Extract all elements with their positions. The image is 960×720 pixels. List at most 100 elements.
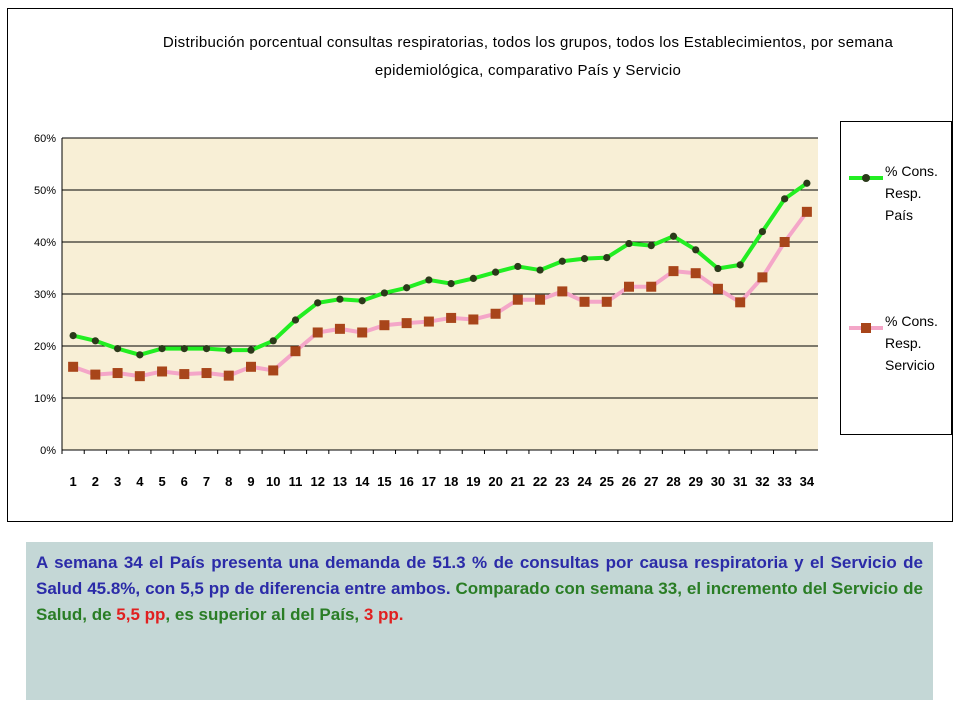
data-point-servicio [379, 320, 390, 331]
data-point-servicio [246, 361, 256, 372]
data-point-pais [469, 274, 477, 282]
data-point-servicio [801, 206, 812, 217]
x-tick-label: 9 [247, 474, 254, 489]
x-tick-label: 8 [225, 474, 232, 489]
series-line-servicio [72, 210, 809, 379]
x-tick-label: 13 [333, 474, 347, 489]
x-tick-label: 24 [577, 474, 592, 489]
data-point-pais [491, 268, 500, 276]
y-tick-label: 30% [34, 289, 56, 301]
data-point-servicio [557, 286, 568, 297]
x-tick-label: 5 [158, 474, 165, 489]
summary-value-servicio: 5,5 pp [116, 605, 166, 624]
data-point-servicio [735, 297, 746, 308]
data-point-pais [247, 346, 255, 354]
legend-label-pais-line-1: % Cons. [885, 163, 938, 179]
data-point-servicio [490, 308, 501, 319]
y-tick-label: 50% [34, 185, 56, 197]
y-tick-label: 20% [34, 341, 56, 353]
legend-marker-pais [849, 174, 883, 182]
data-point-pais [669, 232, 678, 240]
data-point-pais [403, 284, 411, 292]
x-tick-label: 26 [622, 474, 636, 489]
x-tick-label: 23 [555, 474, 569, 489]
data-point-servicio [68, 361, 79, 372]
data-point-pais [336, 295, 344, 303]
data-point-servicio [712, 283, 723, 294]
series-line-pais [72, 181, 809, 357]
x-tick-label: 33 [777, 474, 791, 489]
y-tick-label: 0% [40, 445, 56, 457]
data-point-pais [380, 289, 389, 297]
data-point-servicio [624, 281, 634, 292]
x-tick-label: 28 [666, 474, 680, 489]
data-point-pais [314, 299, 322, 307]
legend-label-servicio: % Cons. Resp. Servicio [885, 310, 951, 376]
x-tick-label: 1 [70, 474, 77, 489]
data-point-servicio [312, 327, 323, 338]
chart-legend: % Cons. Resp. País % Cons. Resp. Servici… [840, 121, 952, 435]
data-point-pais [603, 254, 611, 262]
x-tick-label: 12 [310, 474, 324, 489]
data-point-servicio [179, 369, 190, 380]
x-tick-label: 22 [533, 474, 547, 489]
data-point-servicio [601, 296, 612, 307]
data-point-servicio [668, 266, 679, 277]
data-point-servicio [334, 323, 345, 334]
legend-label-pais-line-2: Resp. País [885, 185, 922, 223]
data-point-pais [425, 276, 433, 284]
x-tick-label: 21 [511, 474, 525, 489]
legend-label-servicio-line-1: % Cons. [885, 313, 938, 329]
y-tick-label: 10% [34, 393, 56, 405]
data-point-pais [736, 261, 744, 269]
chart-title: Distribución porcentual consultas respir… [118, 29, 938, 85]
data-point-servicio [201, 368, 212, 379]
data-point-pais [781, 195, 789, 203]
x-tick-label: 4 [136, 474, 144, 489]
data-point-pais [113, 345, 122, 353]
x-tick-label: 11 [289, 474, 303, 489]
x-tick-label: 32 [755, 474, 769, 489]
data-point-pais [625, 239, 633, 248]
x-tick-label: 10 [266, 474, 280, 489]
x-tick-label: 27 [644, 474, 658, 489]
summary-sentence-1: A semana 34 el País presenta una demanda… [36, 553, 923, 598]
x-tick-label: 34 [800, 474, 815, 489]
data-point-servicio [535, 294, 546, 305]
line-chart: 0%10%20%30%40%50%60%1 2 3 4 5 6 7 8 9 10 11 12 13 14 1… [34, 133, 818, 489]
data-point-pais [647, 242, 655, 250]
y-tick-label: 60% [34, 133, 56, 145]
x-tick-label: 17 [422, 474, 436, 489]
data-point-servicio [690, 268, 701, 279]
data-point-pais [358, 297, 366, 305]
x-tick-label: 2 [92, 474, 99, 489]
data-point-pais [558, 257, 566, 265]
data-point-pais [180, 345, 188, 353]
chart-title-line-1: Distribución porcentual consultas respir… [162, 34, 894, 51]
summary-value-pais: 3 pp. [363, 605, 404, 624]
summary-sentence-2c: , es superior al del País, [165, 605, 364, 624]
data-point-servicio [157, 366, 168, 377]
data-point-pais [714, 264, 722, 273]
x-tick-label: 18 [444, 474, 458, 489]
data-point-pais [202, 345, 211, 353]
data-point-servicio [90, 369, 101, 380]
x-tick-label: 25 [600, 474, 614, 489]
data-point-servicio [468, 314, 479, 325]
data-point-servicio [512, 294, 523, 305]
x-tick-label: 20 [488, 474, 502, 489]
legend-label-servicio-line-3: Servicio [885, 357, 935, 373]
data-point-servicio [446, 312, 457, 323]
x-tick-label: 7 [203, 474, 210, 489]
x-tick-label: 6 [181, 474, 188, 489]
data-point-servicio [757, 272, 768, 283]
data-point-pais [269, 337, 277, 345]
data-point-servicio [579, 296, 590, 307]
data-point-servicio [112, 368, 123, 379]
data-point-servicio [134, 371, 145, 382]
data-point-servicio [357, 327, 368, 338]
data-point-pais [136, 351, 144, 359]
data-point-pais [69, 332, 77, 340]
data-point-pais [447, 280, 455, 288]
legend-marker-servicio [849, 323, 883, 333]
